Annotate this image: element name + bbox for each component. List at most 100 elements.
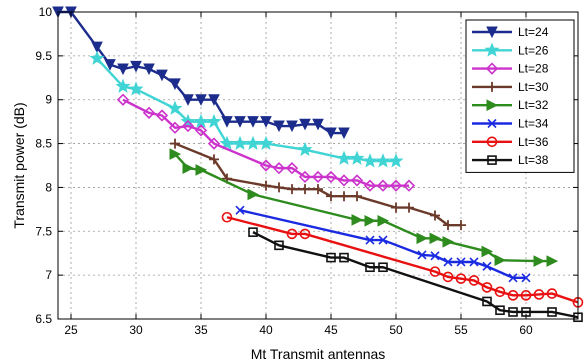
data-point — [520, 290, 532, 301]
data-point — [325, 127, 337, 140]
data-point — [338, 127, 350, 140]
data-point — [494, 286, 506, 298]
series-lt-32 — [169, 148, 559, 267]
data-point — [258, 135, 274, 150]
x-tick-label: 35 — [194, 323, 208, 337]
data-point — [350, 174, 364, 187]
data-point — [326, 191, 336, 202]
data-point — [169, 148, 182, 160]
data-point — [181, 119, 195, 133]
legend-marker — [485, 62, 499, 75]
data-point — [247, 188, 260, 201]
y-tick-label: 9.5 — [35, 49, 52, 63]
data-point — [456, 220, 466, 231]
data-point — [143, 63, 155, 76]
legend-label: Lt=26 — [518, 43, 549, 57]
data-point — [417, 250, 427, 260]
data-point — [207, 137, 221, 150]
data-point — [206, 113, 222, 129]
series-lt-30 — [170, 138, 466, 231]
data-point — [430, 251, 440, 261]
data-point — [168, 121, 182, 134]
data-point — [156, 69, 168, 82]
x-tick-label: 50 — [389, 323, 403, 337]
data-point — [313, 184, 323, 195]
data-point — [128, 81, 144, 96]
series-lt-28 — [116, 93, 416, 192]
data-point — [416, 232, 429, 245]
data-point — [208, 94, 220, 106]
data-point — [442, 271, 454, 283]
data-point — [221, 116, 233, 128]
data-point — [351, 214, 364, 226]
data-point — [481, 282, 493, 293]
legend-marker — [487, 81, 497, 92]
data-point — [324, 170, 338, 184]
data-point — [546, 255, 559, 267]
data-point — [402, 179, 416, 192]
data-point — [234, 116, 246, 128]
legend-marker — [486, 136, 498, 148]
y-tick-label: 6.5 — [35, 312, 52, 326]
legend-item: Lt=30 — [472, 80, 549, 94]
legend-box — [465, 19, 575, 173]
x-tick-label: 40 — [259, 323, 273, 337]
data-point — [285, 162, 299, 175]
data-point — [286, 120, 298, 133]
x-tick-label: 45 — [324, 323, 338, 337]
data-point — [481, 245, 494, 258]
legend-marker — [484, 42, 500, 57]
legend-marker — [486, 26, 498, 39]
data-point — [364, 214, 377, 227]
data-point — [195, 164, 208, 176]
data-point — [336, 150, 352, 165]
data-point — [261, 180, 271, 191]
data-point — [195, 94, 207, 106]
data-point — [508, 273, 518, 283]
data-point — [365, 262, 375, 273]
series-line — [226, 216, 579, 304]
data-point — [219, 135, 235, 150]
x-axis-ticks: 25 30 35 40 45 50 55 60 — [64, 12, 533, 337]
legend-label: Lt=24 — [518, 25, 549, 39]
data-point — [232, 135, 248, 150]
legend-label: Lt=36 — [518, 135, 549, 149]
data-point — [274, 182, 284, 193]
series-lt-36 — [221, 211, 584, 308]
data-point — [155, 109, 169, 122]
data-point — [297, 141, 313, 157]
data-point — [378, 262, 388, 273]
plot-frame — [57, 11, 579, 320]
data-point — [456, 257, 466, 267]
data-point — [248, 227, 258, 237]
legend-item: Lt=28 — [472, 62, 549, 76]
series-line — [174, 142, 461, 227]
y-tick-label: 8.5 — [35, 137, 52, 151]
x-tick-label: 55 — [454, 323, 468, 337]
legend-marker — [487, 118, 497, 129]
data-point — [235, 205, 245, 215]
legend-item: Lt=24 — [472, 25, 549, 39]
data-point — [337, 174, 351, 187]
data-point — [362, 153, 378, 168]
data-point — [546, 288, 558, 299]
data-point — [442, 236, 455, 248]
data-point — [312, 118, 324, 131]
data-point — [182, 94, 194, 106]
data-point — [142, 106, 156, 120]
data-point — [170, 138, 180, 149]
series-line — [122, 98, 409, 187]
data-point — [311, 170, 325, 184]
data-point — [429, 232, 442, 245]
data-point — [430, 210, 440, 221]
data-point — [376, 179, 390, 192]
y-tick-label: 10 — [39, 5, 53, 19]
data-point — [482, 296, 492, 307]
data-point — [349, 150, 365, 165]
data-point — [482, 261, 492, 271]
series-layer — [52, 6, 584, 323]
y-axis-label: Transmit power (dB) — [11, 102, 27, 228]
data-point — [375, 153, 391, 168]
data-point — [404, 202, 414, 213]
